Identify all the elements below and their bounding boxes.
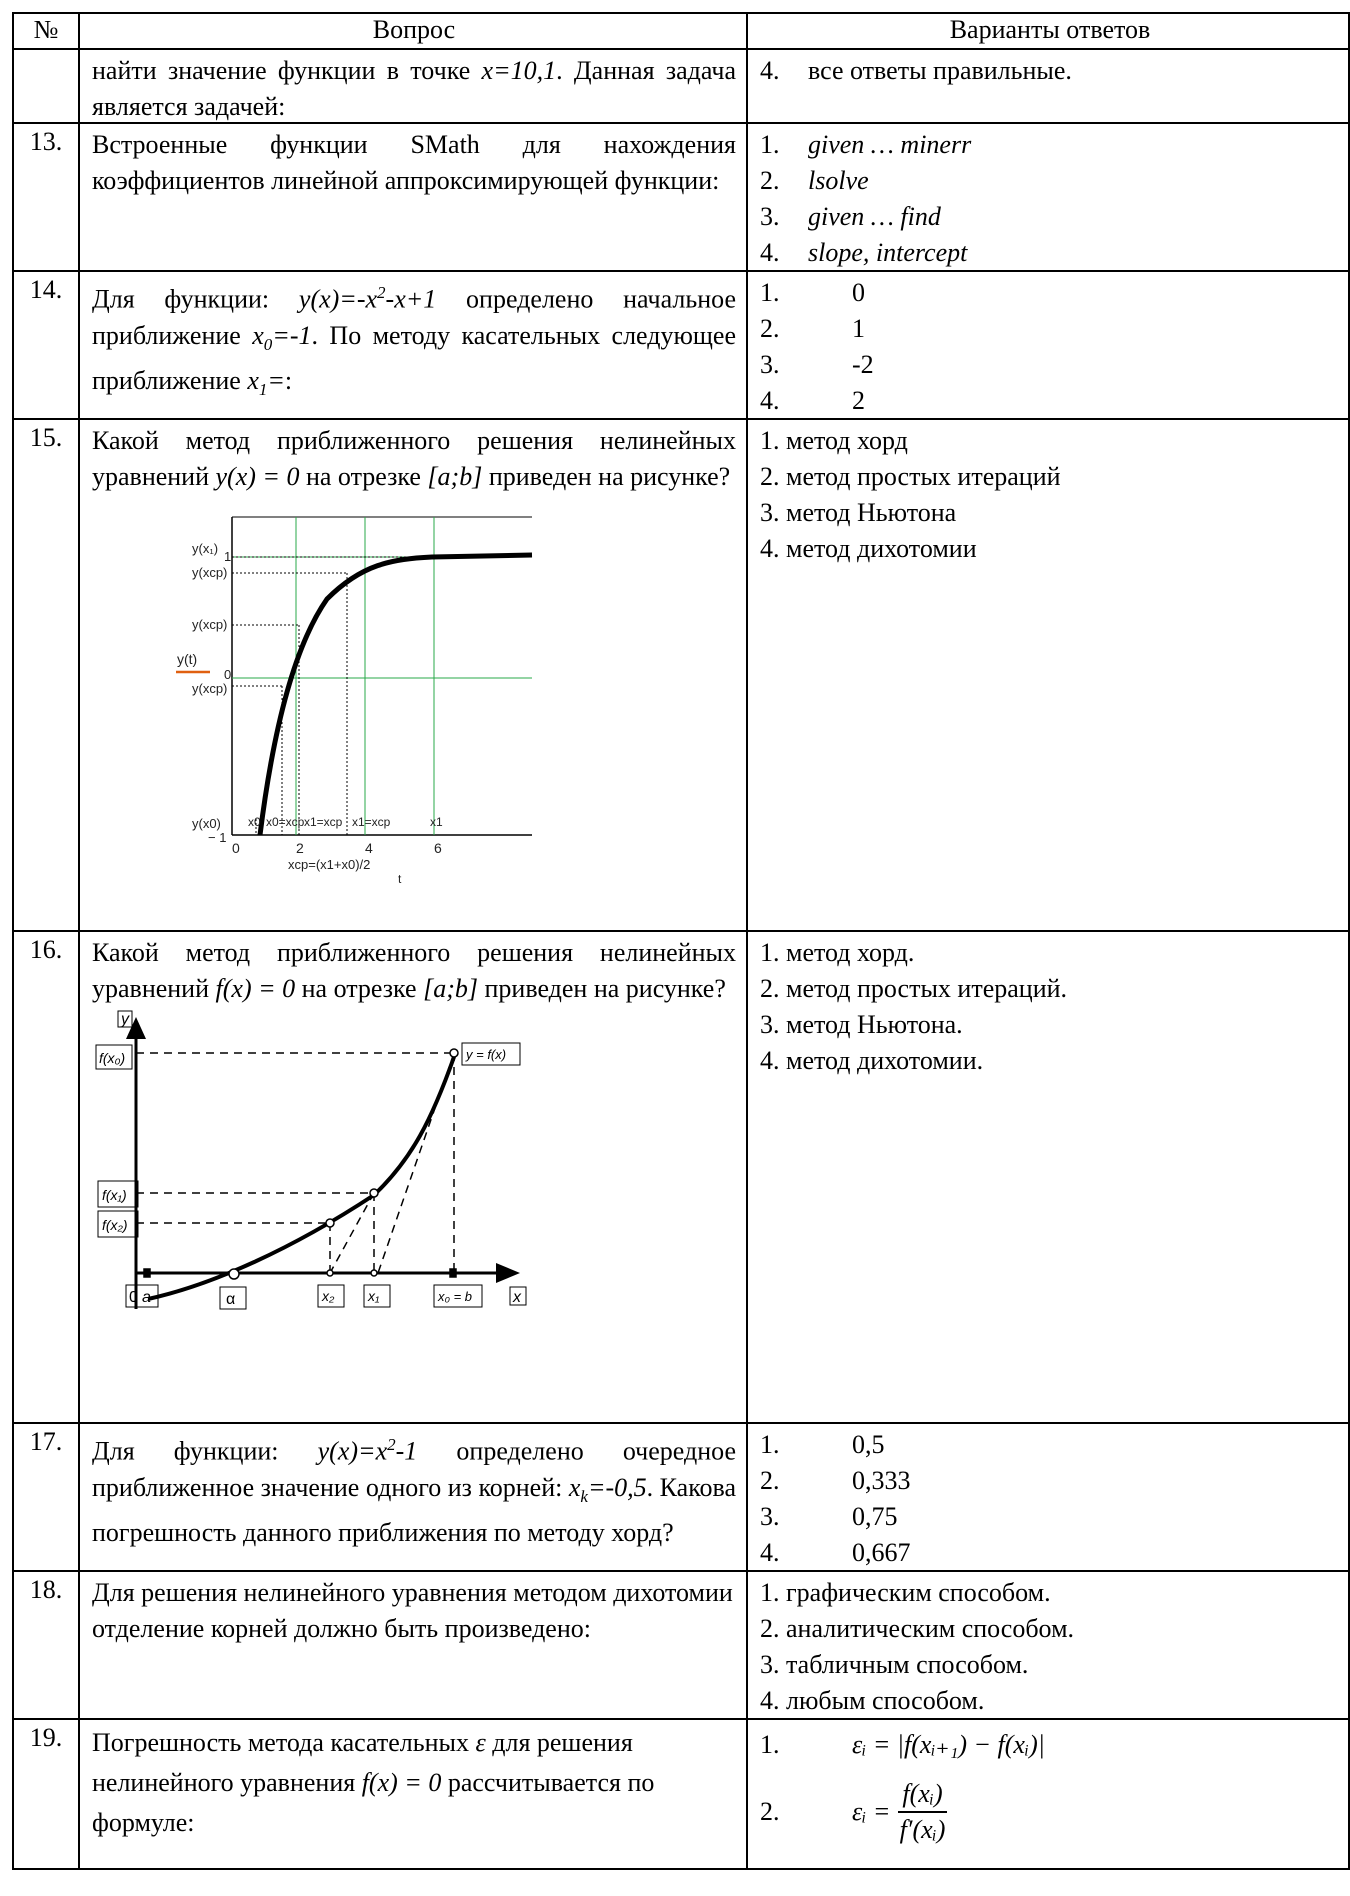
svg-text:x: x (512, 1289, 522, 1306)
x-ticks: 0 2 4 6 xcp=(x1+x0)/2 t (232, 840, 442, 886)
bottom-labels: x0 x0=xcp x1=xcp x1=xcp x1 (248, 815, 443, 829)
curve-f-of-x (147, 1056, 456, 1301)
svg-text:y(t): y(t) (177, 651, 197, 667)
svg-text:y(xcp): y(xcp) (192, 681, 227, 696)
question-number: 14. (14, 272, 80, 418)
svg-text:1: 1 (224, 549, 231, 564)
question-row-14: 14. Для функции: y(x)=-x2-x+1 определено… (12, 272, 1350, 420)
svg-text:xcp=(x1+x0)/2: xcp=(x1+x0)/2 (288, 857, 370, 872)
svg-text:x0: x0 (248, 815, 261, 829)
answer-list: 1. εᵢ = |f(xᵢ₊₁) − f(xᵢ)| 2. εᵢ = f(xᵢ) … (748, 1720, 1348, 1868)
svg-text:x1: x1 (430, 815, 443, 829)
questions-table: № Вопрос Варианты ответов найти значение… (12, 12, 1350, 1870)
svg-text:y(xcp): y(xcp) (192, 565, 227, 580)
chord-figure: y f(x₀) y = f(x) f(x₁) f(x₂) 0 a α x₂ (95, 1010, 527, 1310)
svg-text:4: 4 (365, 840, 373, 856)
answer-list: 4. все ответы правильные. (760, 56, 1072, 85)
question-text: Для решения нелинейного уравнения методо… (80, 1572, 748, 1718)
question-row-18: 18. Для решения нелинейного уравнения ме… (12, 1572, 1350, 1720)
figure-labels: y f(x₀) y = f(x) f(x₁) f(x₂) 0 a α x₂ (95, 1010, 527, 1310)
header-num: № (14, 14, 80, 48)
svg-text:x₁: x₁ (367, 1288, 380, 1304)
question-number: 17. (14, 1424, 80, 1570)
table-header: № Вопрос Варианты ответов (12, 12, 1350, 50)
question-text: Погрешность метода касательных ε для реш… (80, 1720, 748, 1868)
svg-text:y = f(x): y = f(x) (465, 1047, 506, 1062)
svg-text:6: 6 (434, 840, 442, 856)
answer-list: 1. графическим способом. 2. аналитически… (760, 1578, 1075, 1715)
svg-text:x₀ = b: x₀ = b (437, 1289, 472, 1304)
question-cell: Какой метод приближенного решения нелине… (80, 932, 748, 1422)
svg-text:y(xcp): y(xcp) (192, 617, 227, 632)
question-number: 15. (14, 420, 80, 930)
question-row-19: 19. Погрешность метода касательных ε для… (12, 1720, 1350, 1870)
question-row-17: 17. Для функции: y(x)=x2-1 определено оч… (12, 1424, 1350, 1572)
axes (126, 1017, 520, 1309)
question-text: Встроенные функции SMath для нахождения … (80, 124, 748, 270)
svg-text:− 1: − 1 (208, 830, 226, 845)
question-text: Для функции: y(x)=x2-1 определено очеред… (80, 1424, 748, 1570)
question-row-12: найти значение функции в точке x=10,1. Д… (12, 50, 1350, 124)
fraction: f(xᵢ) f′(xᵢ) (898, 1779, 947, 1844)
header-answers: Варианты ответов (949, 15, 1151, 44)
answer-list: 1. 0 2. 1 3. -2 4. 2 (760, 278, 874, 415)
bisection-figure: y(x₁) y(xcp) y(xcp) y(xcp) y(x0) 1 0 − 1… (176, 516, 533, 886)
question-cell: Какой метод приближенного решения нелине… (80, 420, 748, 930)
svg-text:f(x₀): f(x₀) (99, 1050, 125, 1066)
svg-text:2: 2 (296, 840, 304, 856)
svg-text:a: a (142, 1289, 151, 1306)
question-text: Какой метод приближенного решения нелине… (92, 938, 736, 1003)
svg-text:t: t (398, 872, 402, 886)
header-question: Вопрос (80, 14, 748, 48)
svg-text:0: 0 (232, 840, 240, 856)
svg-text:y(x0): y(x0) (192, 816, 221, 831)
svg-text:x1=xcp: x1=xcp (304, 815, 343, 829)
answer-list: 1. метод хорд. 2. метод простых итераций… (760, 938, 1068, 1075)
svg-text:x1=xcp: x1=xcp (352, 815, 391, 829)
svg-text:α: α (226, 1291, 235, 1308)
svg-text:f(x₂): f(x₂) (102, 1217, 128, 1233)
question-number: 18. (14, 1572, 80, 1718)
question-text: Для функции: y(x)=-x2-x+1 определено нач… (80, 272, 748, 418)
question-row-15: 15. Какой метод приближенного решения не… (12, 420, 1350, 932)
svg-text:f(x₁): f(x₁) (102, 1187, 127, 1203)
question-row-13: 13. Встроенные функции SMath для нахожде… (12, 124, 1350, 272)
answer-list: 1. given … minerr 2. lsolve 3. given … find… (760, 130, 972, 267)
curve-y-of-t (257, 552, 533, 836)
points (143, 1048, 459, 1280)
answer-list: 1. 0,5 2. 0,333 3. 0,75 4. 0,667 (760, 1430, 911, 1567)
svg-text:x0=xcp: x0=xcp (266, 815, 305, 829)
svg-text:0: 0 (224, 667, 231, 682)
svg-text:y(x₁): y(x₁) (192, 541, 218, 556)
question-number: 16. (14, 932, 80, 1422)
dashed-guides (136, 1052, 455, 1274)
y-labels: y(x₁) y(xcp) y(xcp) y(xcp) y(x0) 1 0 − 1 (192, 541, 231, 845)
question-text: найти значение функции в точке x=10,1. Д… (80, 50, 748, 122)
svg-text:x₂: x₂ (321, 1288, 335, 1304)
question-row-16: 16. Какой метод приближенного решения не… (12, 932, 1350, 1424)
answer-2: 2. εᵢ = f(xᵢ) f′(xᵢ) (760, 1767, 1340, 1857)
legend: y(t) (176, 651, 210, 674)
dotted-guides (232, 556, 434, 835)
question-number: 13. (14, 124, 80, 270)
question-text: Какой метод приближенного решения нелине… (92, 426, 736, 491)
answer-list: 1. метод хорд 2. метод простых итераций … (760, 426, 1061, 563)
question-number: 19. (14, 1720, 80, 1868)
answer-1: 1. εᵢ = |f(xᵢ₊₁) − f(xᵢ)| (760, 1730, 1045, 1759)
svg-text:y: y (120, 1011, 130, 1028)
svg-text:0: 0 (129, 1289, 138, 1306)
